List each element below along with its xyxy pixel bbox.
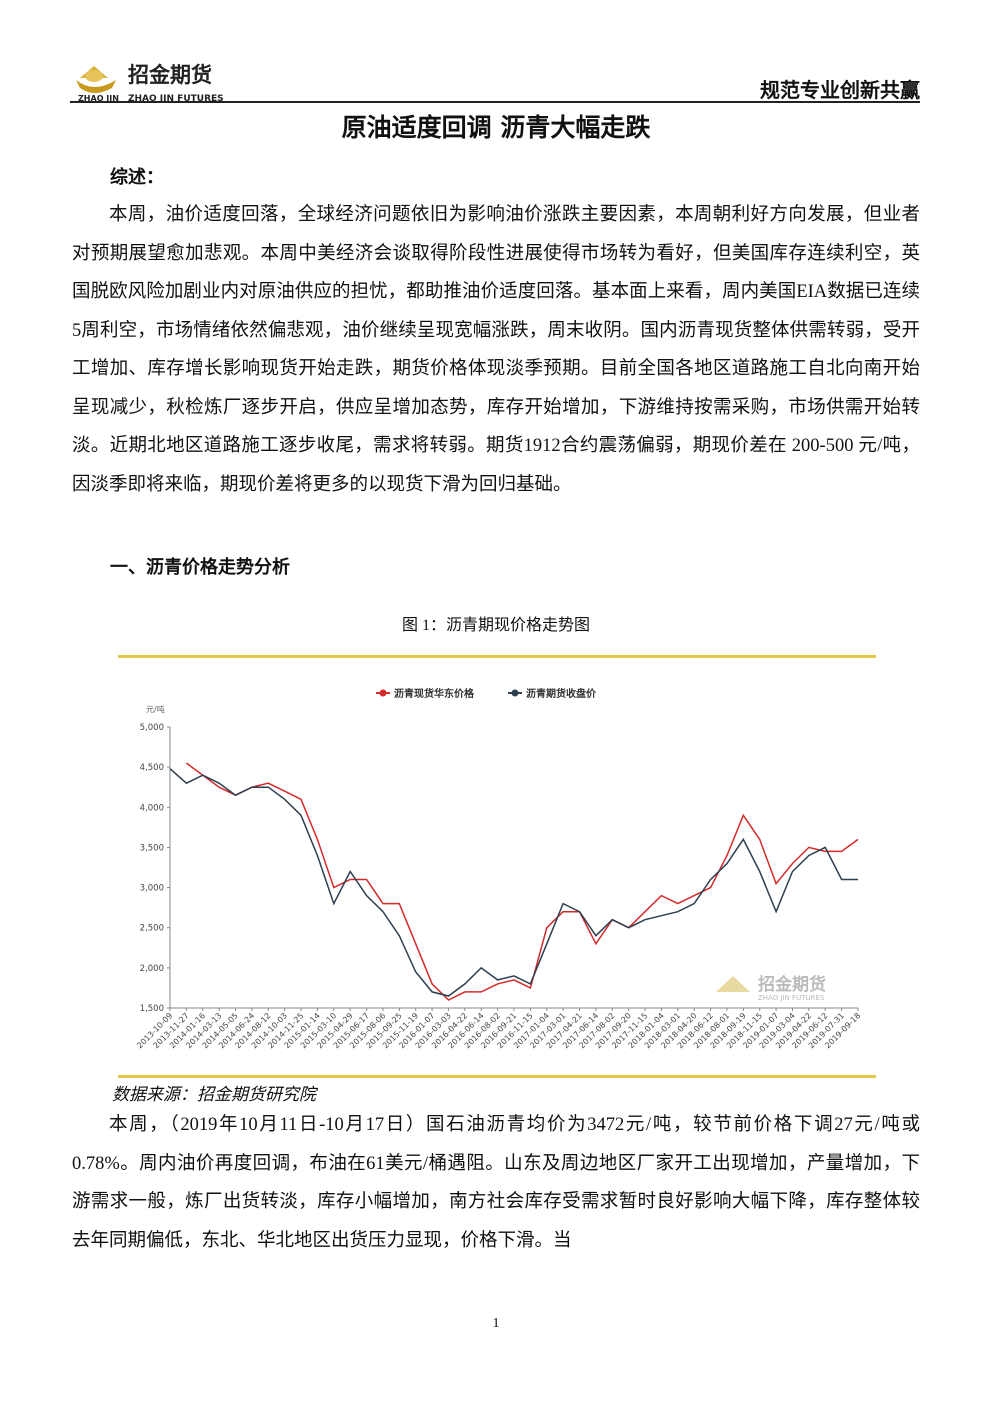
series-line — [185, 762, 859, 1001]
source-note: 数据来源：招金期货研究院 — [112, 1085, 316, 1104]
series-line — [169, 768, 858, 997]
y-tick-label: 1,500 — [140, 1004, 164, 1014]
y-tick-label: 2,000 — [140, 964, 164, 974]
legend-label: 沥青期货收盘价 — [526, 687, 597, 700]
summary-heading: 综述： — [110, 167, 164, 188]
watermark-logo — [716, 976, 750, 992]
doc-title: 原油适度回调 沥青大幅走跌 — [341, 113, 651, 142]
legend-marker — [511, 689, 519, 697]
legend-label: 沥青现货华东价格 — [394, 687, 475, 700]
figure-caption: 图 1：沥青期现价格走势图 — [401, 617, 590, 634]
page-number: 1 — [492, 1316, 500, 1331]
y-tick-label: 2,500 — [140, 924, 164, 934]
logo: 招金期货 ZHAO JIN ZHAO JIN FUTURES — [76, 63, 224, 104]
y-unit: 元/吨 — [146, 704, 165, 714]
watermark: 招金期货 — [758, 974, 826, 995]
y-tick-label: 3,000 — [140, 884, 164, 894]
body-paragraph: 本周，（2019年10月11日-10月17日）国石油沥青均价为3472元/吨，较… — [72, 1115, 920, 1251]
y-tick-label: 4,000 — [140, 803, 164, 813]
summary-paragraph: 本周，油价适度回落，全球经济问题依旧为影响油价涨跌主要因素，本周朝利好方向发展，… — [72, 205, 920, 495]
watermark-en: ZHAO JIN FUTURES — [758, 994, 825, 1002]
section-heading: 一、沥青价格走势分析 — [110, 557, 290, 578]
figure-rule — [118, 655, 876, 658]
legend-marker — [379, 689, 387, 697]
logo-text: 招金期货 — [128, 63, 212, 87]
slogan: 规范专业创新共赢 — [760, 78, 920, 102]
y-tick-label: 3,500 — [140, 843, 164, 853]
chart: 元/吨 1,500 2,000 2,500 3,000 3,500 4,000 4,500 5,… — [135, 687, 862, 1050]
logo-small: ZHAO JIN — [78, 94, 119, 103]
y-tick-label: 4,500 — [140, 763, 164, 773]
header-rule — [70, 101, 920, 103]
figure-rule — [118, 1075, 876, 1078]
y-tick-label: 5,000 — [140, 723, 164, 733]
logo-en: ZHAO JIN FUTURES — [128, 94, 224, 104]
